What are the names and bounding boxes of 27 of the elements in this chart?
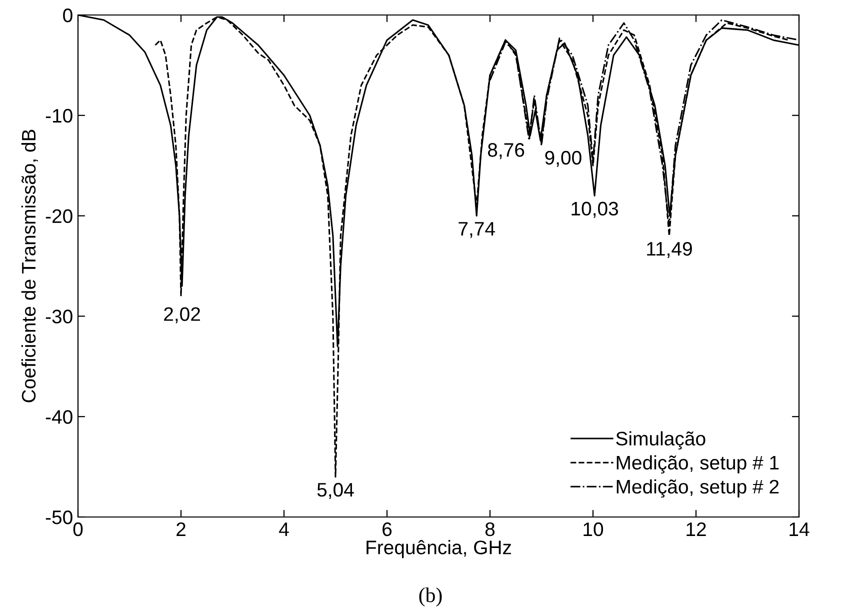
legend-label: Medição, setup # 1	[616, 455, 779, 474]
x-tick-label: 8	[485, 522, 495, 536]
x-tick-label: 12	[686, 522, 706, 536]
annotation: 2,02	[164, 307, 200, 324]
y-tick-label: -50	[46, 510, 72, 524]
y-tick-label: 0	[63, 8, 72, 22]
annotation: 10,03	[572, 202, 618, 218]
legend-label: Simulação	[616, 431, 706, 450]
y-tick-label: -30	[46, 310, 72, 324]
x-tick-label: 6	[382, 522, 392, 536]
annotation: 9,00	[545, 150, 582, 167]
text: (b)	[419, 588, 442, 606]
x-tick-label: 4	[279, 522, 289, 536]
x-tick-label: 10	[584, 522, 604, 536]
x-axis-title: Frequência, GHz	[366, 540, 512, 558]
x-tick-label: 14	[790, 522, 810, 536]
x-tick-label: 0	[73, 522, 83, 536]
y-tick-label: -20	[46, 209, 72, 224]
annotation: 5,04	[317, 482, 354, 499]
legend-label: Medição, setup # 2	[616, 479, 779, 498]
annotation: 8,76	[488, 143, 524, 160]
x-tick-label: 2	[176, 522, 186, 536]
annotation: 11,49	[647, 242, 692, 258]
y-tick-label: -40	[46, 410, 72, 424]
y-tick-label: -10	[46, 108, 72, 123]
annotation: 7,74	[458, 222, 495, 238]
y-axis-title: Coeficiente de Transmissão, dB	[21, 130, 38, 402]
